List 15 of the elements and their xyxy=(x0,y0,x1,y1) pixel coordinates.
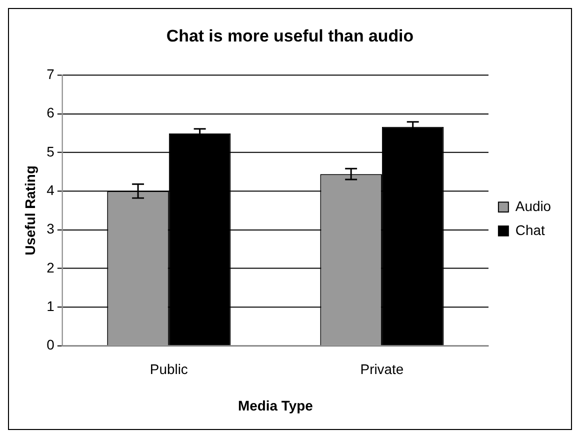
y-tick-label: 7 xyxy=(46,66,55,82)
y-tick-label: 1 xyxy=(46,298,55,314)
y-tick-label: 6 xyxy=(46,104,55,121)
y-tick-label: 2 xyxy=(46,259,55,276)
chart-title: Chat is more useful than audio xyxy=(166,26,414,46)
x-tick-label: Public xyxy=(150,360,188,377)
y-tick-label: 5 xyxy=(46,143,55,160)
y-tick-label: 0 xyxy=(46,336,55,353)
x-tick-label: Private xyxy=(360,360,404,377)
y-axis-title: Useful Rating xyxy=(22,166,38,256)
x-axis-title: Media Type xyxy=(238,398,314,414)
y-tick-label: 4 xyxy=(46,182,55,198)
legend-label: Audio xyxy=(515,198,552,214)
legend-label: Chat xyxy=(515,222,545,238)
y-tick-label: 3 xyxy=(46,220,55,237)
